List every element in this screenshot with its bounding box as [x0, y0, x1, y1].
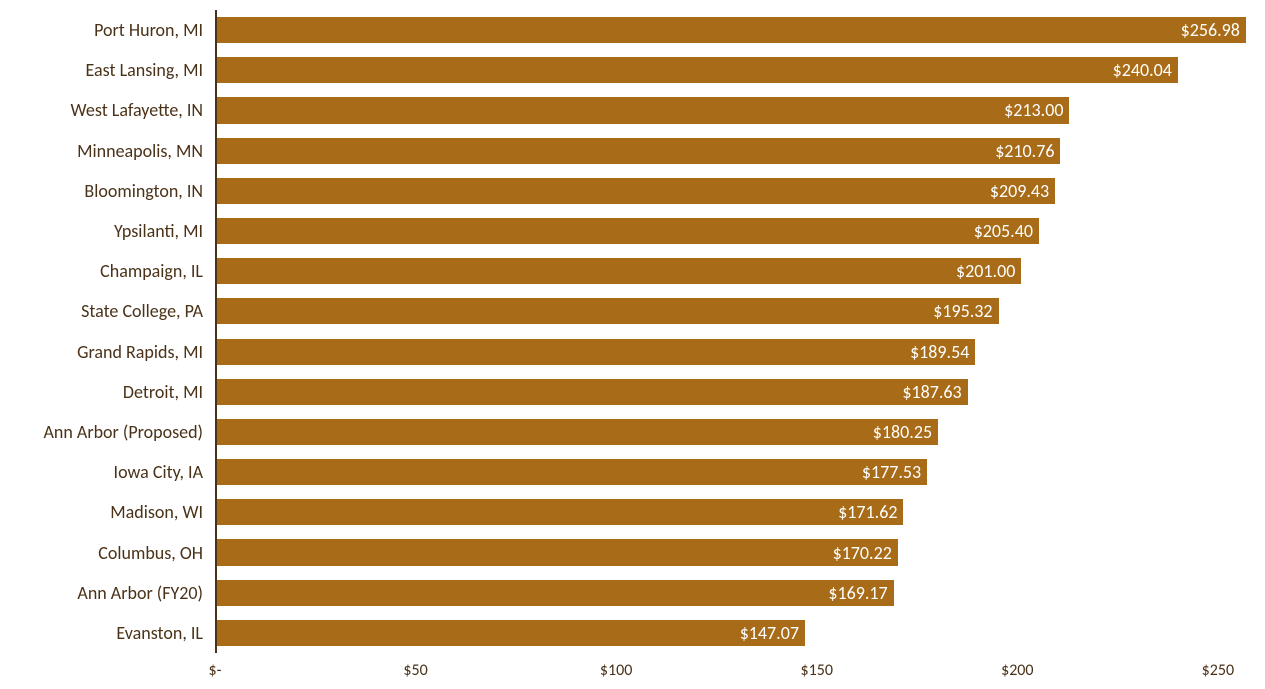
category-label: State College, PA — [81, 300, 203, 322]
bar — [215, 339, 975, 365]
bar-row: $240.04East Lansing, MI — [215, 57, 1258, 83]
category-label: Evanston, IL — [116, 622, 203, 644]
category-label: Madison, WI — [110, 501, 203, 523]
bar-value-label: $177.53 — [862, 461, 921, 483]
bar — [215, 419, 938, 445]
bar-value-label: $240.04 — [1113, 59, 1172, 81]
bar-row: $210.76Minneapolis, MN — [215, 138, 1258, 164]
bar-value-label: $169.17 — [828, 582, 887, 604]
bar-row: $205.40Ypsilanti, MI — [215, 218, 1258, 244]
x-tick-label: $150 — [801, 661, 833, 680]
bar-row: $256.98Port Huron, MI — [215, 17, 1258, 43]
bar-value-label: $187.63 — [902, 381, 961, 403]
bar — [215, 499, 903, 525]
bar — [215, 620, 805, 646]
bar-value-label: $256.98 — [1181, 19, 1240, 41]
category-label: Ann Arbor (Proposed) — [44, 421, 203, 443]
bar-value-label: $170.22 — [833, 542, 892, 564]
bar-value-label: $205.40 — [974, 220, 1033, 242]
x-tick-label: $50 — [403, 661, 427, 680]
bar-value-label: $180.25 — [873, 421, 932, 443]
bar-value-label: $189.54 — [910, 341, 969, 363]
category-label: Champaign, IL — [100, 260, 203, 282]
category-label: Ann Arbor (FY20) — [77, 582, 203, 604]
x-tick-label: $100 — [600, 661, 632, 680]
y-axis-line — [215, 10, 217, 653]
bar-row: $201.00Champaign, IL — [215, 258, 1258, 284]
bar — [215, 57, 1178, 83]
category-label: Minneapolis, MN — [77, 140, 203, 162]
bar — [215, 178, 1055, 204]
cost-comparison-bar-chart: $256.98Port Huron, MI$240.04East Lansing… — [0, 0, 1265, 689]
category-label: West Lafayette, IN — [71, 99, 203, 121]
bar-value-label: $209.43 — [990, 180, 1049, 202]
category-label: East Lansing, MI — [86, 59, 203, 81]
category-label: Detroit, MI — [123, 381, 203, 403]
bar-row: $195.32State College, PA — [215, 298, 1258, 324]
category-label: Iowa City, IA — [114, 461, 203, 483]
bar-row: $147.07Evanston, IL — [215, 620, 1258, 646]
bar-row: $209.43Bloomington, IN — [215, 178, 1258, 204]
bar-value-label: $213.00 — [1004, 99, 1063, 121]
bar-value-label: $210.76 — [995, 140, 1054, 162]
bar — [215, 298, 999, 324]
plot-area: $256.98Port Huron, MI $240.04East Lansing… — [215, 10, 1258, 653]
bar-row: $180.25Ann Arbor (Proposed) — [215, 419, 1258, 445]
bar-row: $213.00West Lafayette, IN — [215, 97, 1258, 123]
bar — [215, 17, 1246, 43]
category-label: Columbus, OH — [98, 542, 203, 564]
bar — [215, 459, 927, 485]
bar-row: $171.62Madison, WI — [215, 499, 1258, 525]
bar — [215, 138, 1060, 164]
category-label: Grand Rapids, MI — [77, 341, 203, 363]
x-tick-label: $200 — [1001, 661, 1033, 680]
bar — [215, 379, 968, 405]
x-tick-label: $- — [208, 661, 221, 680]
category-label: Bloomington, IN — [84, 180, 203, 202]
bar — [215, 97, 1069, 123]
category-label: Port Huron, MI — [94, 19, 203, 41]
bar-value-label: $147.07 — [740, 622, 799, 644]
bar — [215, 218, 1039, 244]
bar-row: $169.17Ann Arbor (FY20) — [215, 580, 1258, 606]
bar-value-label: $195.32 — [933, 300, 992, 322]
bar-value-label: $201.00 — [956, 260, 1015, 282]
bar-value-label: $171.62 — [838, 501, 897, 523]
bar — [215, 258, 1021, 284]
bar-row: $170.22Columbus, OH — [215, 539, 1258, 565]
bar-row: $187.63Detroit, MI — [215, 379, 1258, 405]
category-label: Ypsilanti, MI — [114, 220, 203, 242]
bar-row: $177.53Iowa City, IA — [215, 459, 1258, 485]
bar — [215, 539, 898, 565]
x-tick-label: $250 — [1202, 661, 1234, 680]
bar-row: $189.54Grand Rapids, MI — [215, 339, 1258, 365]
bar — [215, 580, 894, 606]
